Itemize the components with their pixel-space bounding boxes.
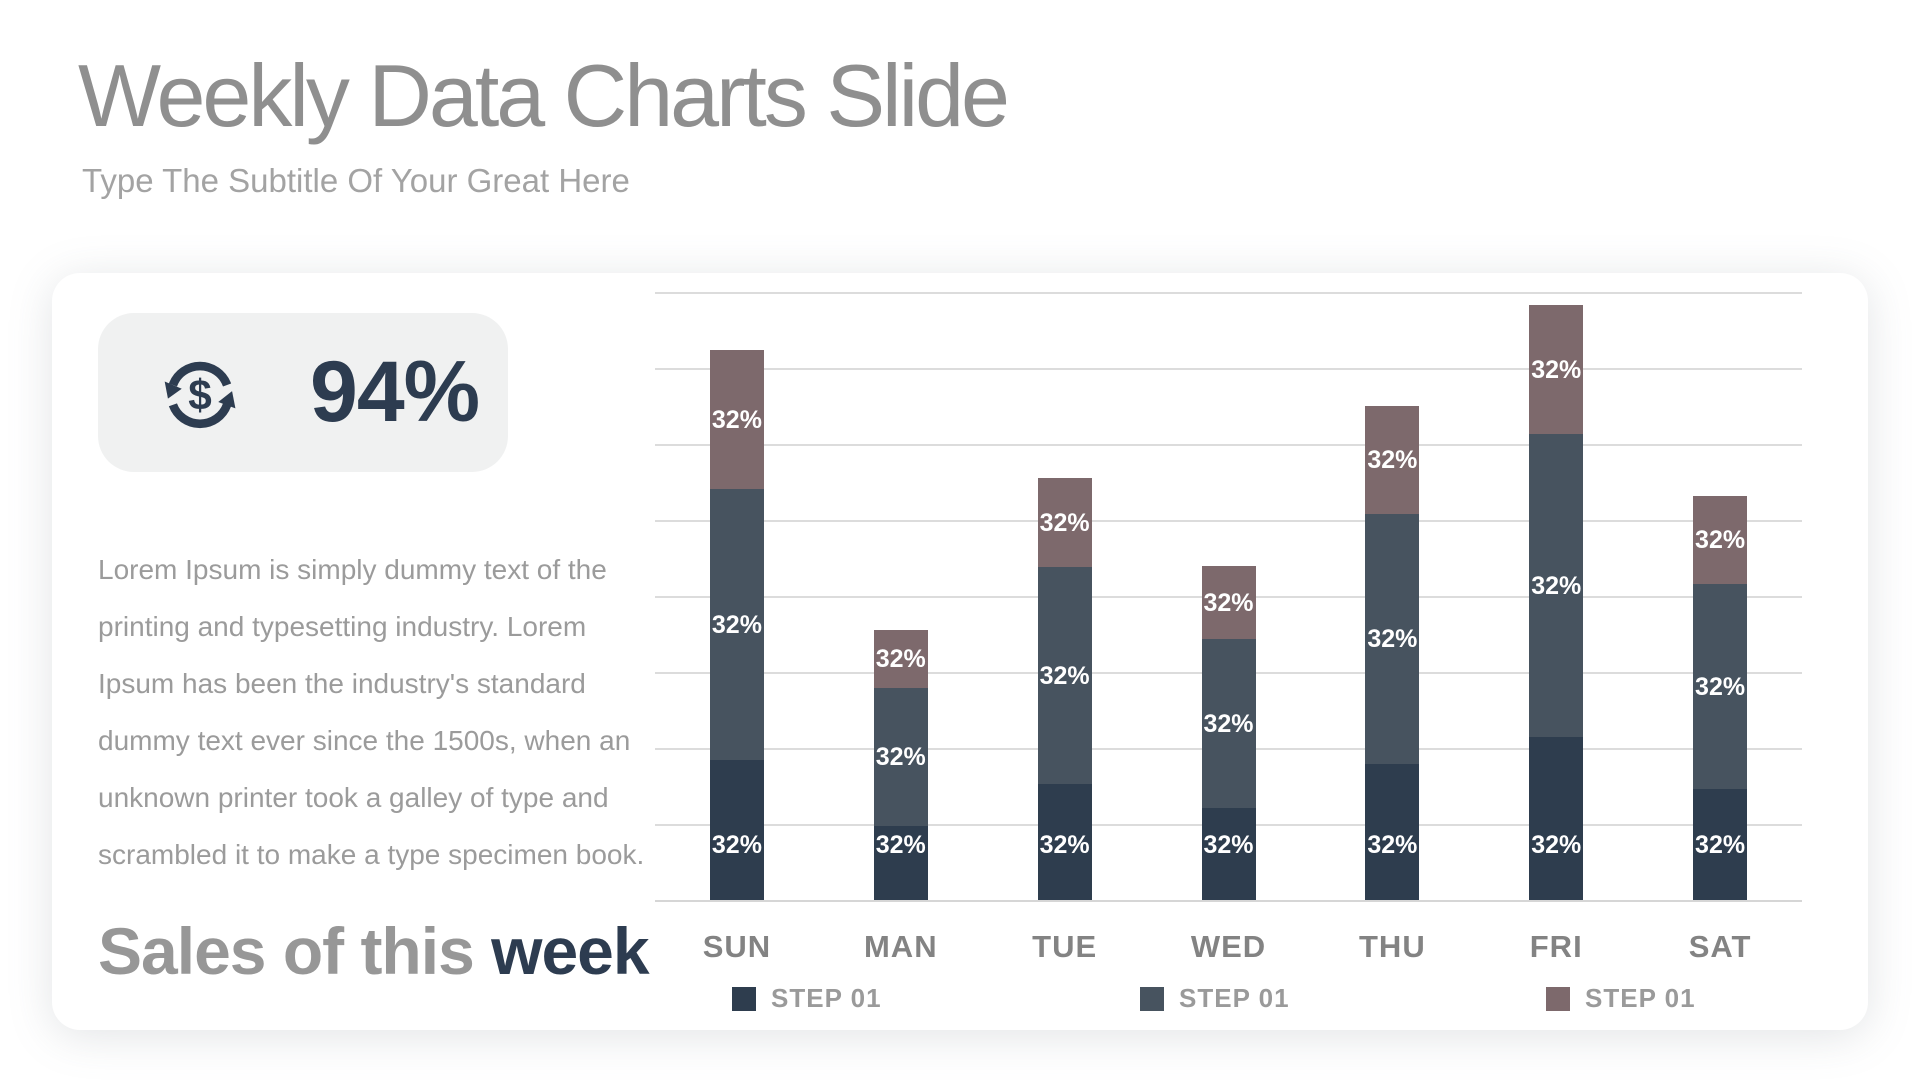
bar-segment [1529, 737, 1584, 900]
x-axis-label: SAT [1688, 929, 1752, 964]
bar-value-label: 32% [1531, 355, 1582, 384]
bar-segment [709, 489, 764, 760]
bar-group-sun: 32% 32% 32% [709, 292, 764, 900]
x-axis-label: FRI [1529, 929, 1583, 964]
bar-slot: 32% 32% 32% [1310, 292, 1474, 900]
content-panel: $ 94% Lorem Ipsum is simply dummy text o… [52, 273, 1868, 1030]
legend-label: STEP 01 [1585, 983, 1696, 1013]
x-axis-label: MAN [863, 929, 938, 964]
bar-value-label: 32% [711, 405, 762, 434]
legend-swatch [732, 986, 756, 1011]
bar-value-label: 32% [1695, 526, 1746, 554]
x-axis: SUN MAN TUE WED THU FRI SAT [655, 929, 1802, 965]
bar-segment [1365, 514, 1420, 764]
bar-value-label: 32% [1203, 831, 1254, 859]
bar-value-label: 32% [1531, 571, 1582, 600]
bar-slot: 32% 32% 32% [655, 292, 819, 900]
legend-item: STEP 01 [732, 983, 882, 1014]
sales-heading-gray: Sales of this [98, 914, 492, 988]
page-subtitle: Type The Subtitle Of Your Great Here [82, 162, 630, 199]
x-axis-label: THU [1359, 929, 1426, 964]
bar-value-label: 32% [1203, 709, 1254, 738]
bar-value-label: 32% [875, 831, 926, 859]
bar-segment [1529, 305, 1584, 434]
bar-value-label: 32% [875, 645, 926, 673]
description-text: Lorem Ipsum is simply dummy text of the … [98, 541, 645, 883]
bar-value-label: 32% [711, 831, 762, 859]
bar-value-label: 32% [1367, 446, 1418, 474]
bar-slot: 32% 32% 32% [1147, 292, 1311, 900]
svg-text:$: $ [188, 371, 212, 418]
legend-label: STEP 01 [1179, 983, 1290, 1013]
x-axis-label: WED [1190, 929, 1267, 964]
description-line: unknown printer took a galley of type an… [98, 782, 609, 813]
bar-group-thu: 32% 32% 32% [1365, 292, 1420, 900]
bar-value-label: 32% [1695, 672, 1746, 701]
bar-segment [1037, 478, 1092, 567]
bar-value-label: 32% [1039, 508, 1090, 537]
stat-card: $ 94% [98, 313, 508, 472]
legend-item: STEP 01 [1546, 983, 1696, 1014]
description-line: Ipsum has been the industry's standard [98, 668, 586, 699]
bar-group-tue: 32% 32% 32% [1037, 292, 1092, 900]
bar-segment [1201, 808, 1256, 900]
legend-item: STEP 01 [1140, 983, 1290, 1014]
description-line: dummy text ever since the 1500s, when an [98, 725, 631, 756]
bar-segment [1037, 784, 1092, 900]
bar-segment [1529, 434, 1584, 737]
bar-segment [1201, 639, 1256, 808]
legend-swatch [1546, 986, 1570, 1011]
bar-value-label: 32% [1367, 831, 1418, 859]
weekly-bar-chart: 32% 32% 32% 32% 32% 32% 32% 32% 32% 32% 32% 32% 32% 3… [655, 292, 1802, 1013]
bar-segment [709, 350, 764, 489]
stat-value: 94% [310, 344, 480, 440]
x-axis-label: TUE [1032, 929, 1098, 964]
bar-group-man: 32% 32% 32% [873, 292, 928, 900]
legend-label: STEP 01 [771, 983, 882, 1013]
x-axis-label: SUN [702, 929, 772, 964]
bar-value-label: 32% [1695, 831, 1746, 859]
bar-segment [1693, 584, 1748, 789]
chart-legend: STEP 01 STEP 01 STEP 01 [655, 983, 1802, 1013]
bar-value-label: 32% [1531, 831, 1582, 859]
bar-value-label: 32% [1039, 661, 1090, 690]
bar-value-label: 32% [1203, 588, 1254, 617]
sales-heading-accent: week [491, 914, 649, 988]
bar-slot: 32% 32% 32% [1638, 292, 1802, 900]
bar-segment [1037, 567, 1092, 784]
description-line: scrambled it to make a type specimen boo… [98, 839, 645, 870]
bar-segment [1201, 566, 1256, 639]
bar-segment [1693, 496, 1748, 584]
bar-segment [873, 688, 928, 826]
bar-group-sat: 32% 32% 32% [1693, 292, 1748, 900]
bar-value-label: 32% [875, 743, 926, 771]
bar-segment [1365, 406, 1420, 514]
description-line: printing and typesetting industry. Lorem [98, 611, 587, 642]
chart-plot: 32% 32% 32% 32% 32% 32% 32% 32% 32% 32% 32% 32% 32% 3… [655, 292, 1802, 902]
bar-slot: 32% 32% 32% [819, 292, 983, 900]
description-line: Lorem Ipsum is simply dummy text of the [98, 554, 607, 585]
bar-value-label: 32% [1039, 831, 1090, 859]
bar-segment [873, 630, 928, 688]
bar-value-label: 32% [711, 610, 762, 639]
sales-heading: Sales of this week [98, 913, 650, 989]
dollar-cycle-icon: $ [164, 361, 236, 428]
bar-slot: 32% 32% 32% [1474, 292, 1638, 900]
bar-segment [1365, 764, 1420, 900]
legend-swatch [1140, 986, 1164, 1011]
bar-segment [1693, 789, 1748, 900]
bar-group-wed: 32% 32% 32% [1201, 292, 1256, 900]
page-title: Weekly Data Charts Slide [78, 46, 1010, 145]
bar-segment [873, 826, 928, 900]
bar-value-label: 32% [1367, 625, 1418, 653]
bar-group-fri: 32% 32% 32% [1529, 292, 1584, 900]
bar-segment [709, 760, 764, 900]
bar-slot: 32% 32% 32% [983, 292, 1147, 900]
